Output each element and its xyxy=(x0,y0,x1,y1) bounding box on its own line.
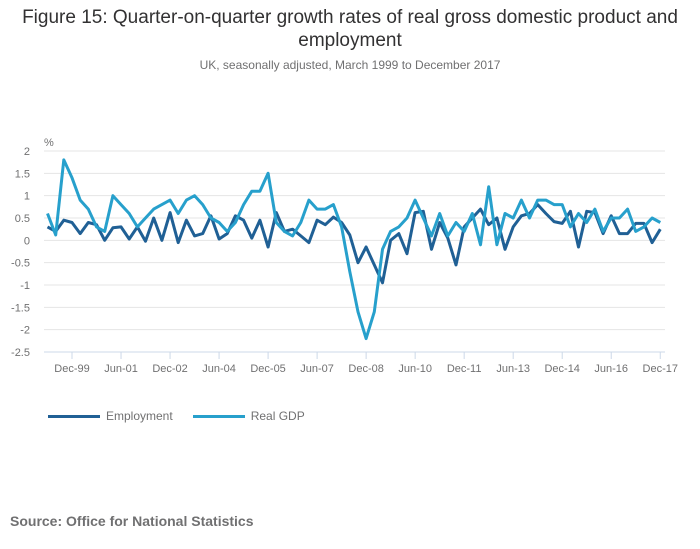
y-tick-label: 0.5 xyxy=(15,213,30,225)
legend-swatch-real-gdp xyxy=(192,414,245,418)
legend: Employment Real GDP xyxy=(48,409,325,423)
gridlines xyxy=(44,150,665,353)
x-tick-label: Jun-13 xyxy=(496,363,530,375)
y-tick-label: -2.5 xyxy=(11,347,30,359)
y-tick-label: 0 xyxy=(24,235,30,247)
y-axis-label: % xyxy=(44,137,54,149)
legend-label-employment: Employment xyxy=(106,409,173,423)
series-lines xyxy=(46,158,662,341)
x-tick-label: Jun-01 xyxy=(104,363,138,375)
legend-item-real-gdp[interactable]: Real GDP xyxy=(192,409,305,423)
x-tick-label: Jun-10 xyxy=(398,363,432,375)
y-tick-label: 2 xyxy=(24,146,30,158)
y-tick-label: 1 xyxy=(24,191,30,203)
x-tick-label: Jun-04 xyxy=(202,363,236,375)
legend-item-employment[interactable]: Employment xyxy=(48,409,173,423)
x-axis: Dec-99 Jun-01 Dec-02 Jun-04 Dec-05 Jun-07 Dec-… xyxy=(54,352,678,375)
y-tick-label: -0.5 xyxy=(11,258,30,270)
y-tick-label: -1 xyxy=(20,280,30,292)
x-tick-label: Dec-17 xyxy=(643,363,678,375)
y-axis-ticks: 2 1.5 1 0.5 0 -0.5 -1 -1.5 -2 -2.5 xyxy=(11,146,30,359)
source-note: Source: Office for National Statistics xyxy=(10,513,254,529)
y-tick-label: -1.5 xyxy=(11,302,30,314)
series-line-real-gdp[interactable] xyxy=(46,158,662,341)
x-tick-label: Dec-05 xyxy=(250,363,285,375)
x-tick-label: Dec-99 xyxy=(54,363,89,375)
x-tick-label: Dec-02 xyxy=(152,363,187,375)
x-tick-label: Jun-07 xyxy=(300,363,334,375)
y-tick-label: 1.5 xyxy=(15,168,30,180)
series-line-employment[interactable] xyxy=(46,203,662,285)
x-tick-label: Jun-16 xyxy=(594,363,628,375)
legend-swatch-employment xyxy=(48,414,100,418)
x-tick-label: Dec-11 xyxy=(447,363,482,375)
chart-title: Figure 15: Quarter-on-quarter growth rat… xyxy=(22,7,678,51)
x-tick-label: Dec-14 xyxy=(544,363,579,375)
x-tick-label: Dec-08 xyxy=(348,363,383,375)
y-tick-label: -2 xyxy=(20,325,30,337)
chart-subtitle: UK, seasonally adjusted, March 1999 to D… xyxy=(199,58,501,72)
legend-label-real-gdp: Real GDP xyxy=(250,409,305,423)
